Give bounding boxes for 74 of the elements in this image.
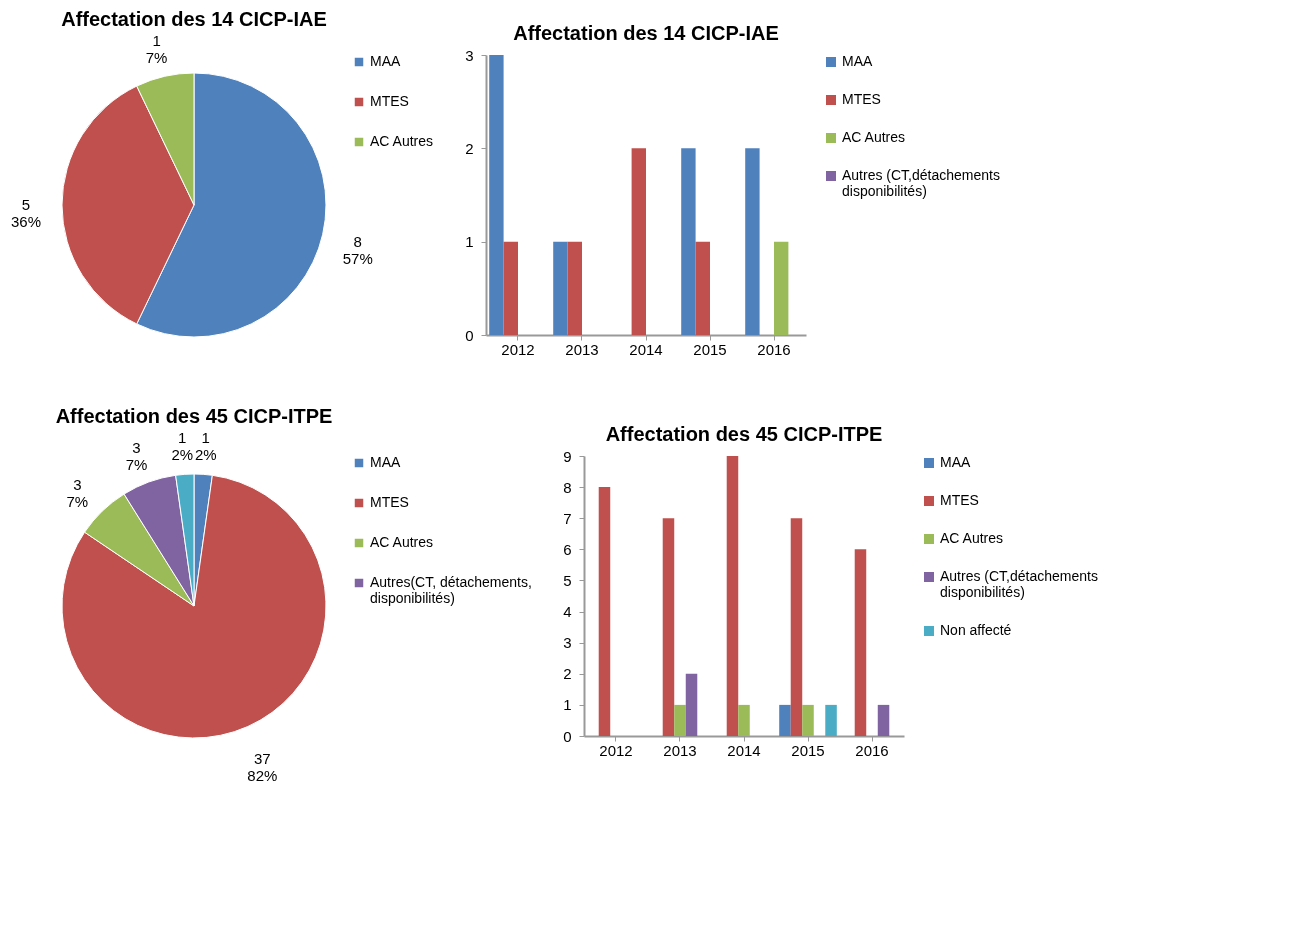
y-tick-label: 3 — [465, 46, 474, 64]
data-label: 37 82% — [247, 750, 278, 785]
legend-label: MAA — [370, 53, 401, 69]
bar — [790, 518, 803, 736]
legend-label: MAA — [370, 454, 401, 470]
x-tick-label: 2015 — [693, 340, 727, 358]
y-tick-label: 0 — [563, 727, 572, 745]
y-tick-label: 4 — [563, 603, 572, 621]
bar — [489, 55, 504, 335]
bar — [854, 549, 867, 736]
legend-label: MTES — [370, 494, 409, 510]
y-tick-label: 2 — [563, 665, 572, 683]
data-label: 1 2% — [194, 429, 217, 464]
data-label: 1 2% — [171, 429, 194, 464]
bar — [631, 148, 646, 335]
legend-label: AC Autres — [370, 534, 434, 550]
x-tick-label: 2013 — [565, 340, 599, 358]
data-label: 1 7% — [145, 32, 168, 67]
bar — [745, 148, 760, 335]
x-tick-label: 2016 — [757, 340, 791, 358]
x-tick-label: 2016 — [855, 741, 889, 759]
data-label: 3 7% — [125, 439, 148, 474]
bar — [825, 704, 837, 736]
legend-label: AC Autres — [842, 129, 906, 145]
bar — [567, 241, 582, 335]
bar — [726, 456, 739, 736]
bar — [802, 704, 814, 736]
y-tick-label: 1 — [465, 233, 474, 251]
y-tick-label: 8 — [563, 478, 572, 496]
x-tick-label: 2012 — [599, 741, 633, 759]
bar — [503, 241, 518, 335]
legend-label: AC Autres — [940, 530, 1004, 546]
x-tick-label: 2014 — [629, 340, 663, 358]
bar — [695, 241, 710, 335]
chart-title: Affectation des 45 CICP-ITPE — [55, 405, 333, 428]
legend-label: MTES — [370, 93, 409, 109]
legend-label: MAA — [940, 454, 971, 470]
legend-label: AC Autres — [370, 133, 434, 149]
y-tick-label: 9 — [563, 447, 572, 465]
bar — [685, 673, 698, 736]
x-tick-label: 2014 — [727, 741, 761, 759]
data-label: 8 57% — [342, 233, 373, 268]
bar — [553, 241, 568, 335]
bar — [598, 487, 611, 736]
y-tick-label: 5 — [563, 571, 572, 589]
y-tick-label: 0 — [465, 326, 474, 344]
bar — [738, 704, 750, 736]
chart-title: Affectation des 14 CICP-IAE — [513, 22, 779, 44]
bar — [877, 704, 890, 736]
bar — [779, 704, 791, 736]
legend-label: Autres (CT,détachements disponibilités) — [842, 167, 1000, 199]
bar — [681, 148, 696, 335]
pie-slice — [61, 474, 327, 739]
y-tick-label: 3 — [563, 634, 572, 652]
y-tick-label: 2 — [465, 139, 474, 157]
x-tick-label: 2013 — [663, 741, 697, 759]
chart-title: Affectation des 14 CICP-IAE — [61, 8, 327, 31]
y-tick-label: 6 — [563, 540, 572, 558]
data-label: 3 7% — [66, 476, 89, 511]
legend-label: Non affecté — [940, 622, 1012, 638]
bar — [662, 518, 675, 736]
legend-label: Autres (CT,détachements disponibilités) — [940, 568, 1098, 600]
chart-title: Affectation des 45 CICP-ITPE — [605, 423, 883, 445]
y-tick-label: 1 — [563, 696, 572, 714]
legend-label: Autres(CT, détachements, disponibilités) — [370, 574, 532, 606]
legend-label: MTES — [940, 492, 979, 508]
bar — [774, 241, 789, 335]
legend-label: MAA — [842, 53, 873, 69]
legend-label: MTES — [842, 91, 881, 107]
y-tick-label: 7 — [563, 509, 572, 527]
x-tick-label: 2012 — [501, 340, 535, 358]
data-label: 5 36% — [10, 196, 42, 230]
x-tick-label: 2015 — [791, 741, 825, 759]
bar — [674, 704, 686, 736]
